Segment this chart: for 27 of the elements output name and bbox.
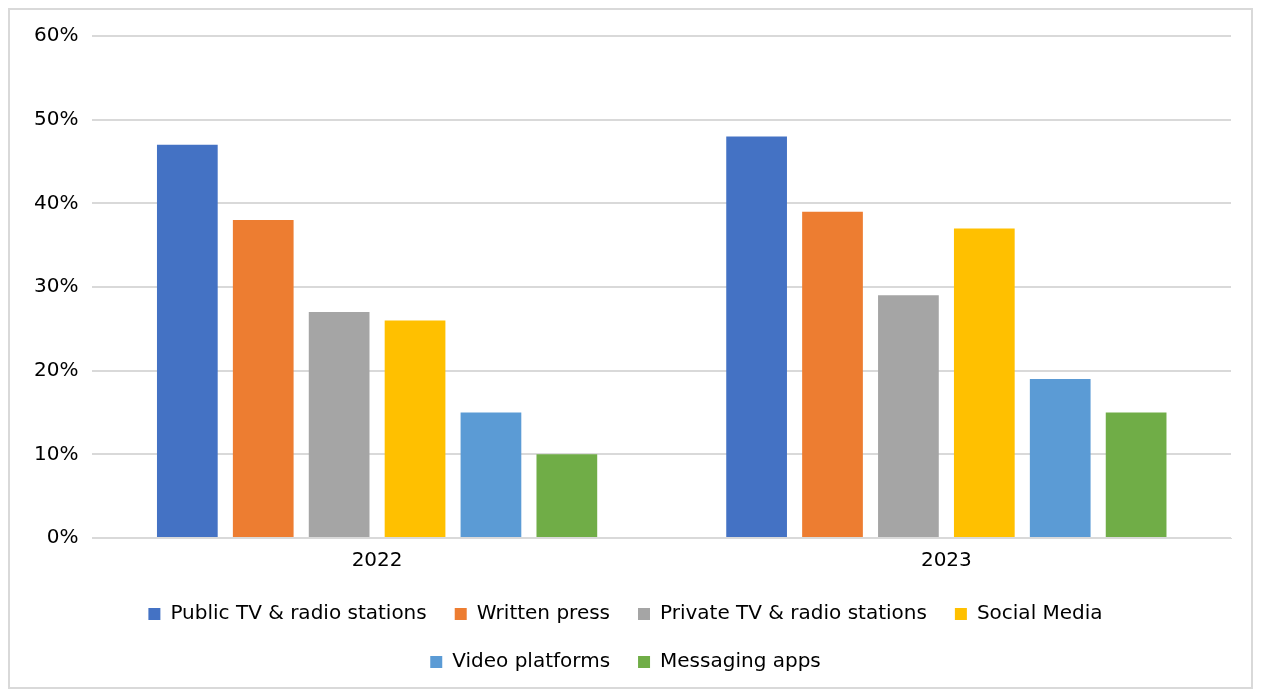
bar xyxy=(802,211,863,537)
x-tick-label: 2023 xyxy=(920,547,972,572)
y-tick-label: 50% xyxy=(34,105,79,130)
legend-label: Written press xyxy=(476,600,611,625)
bar xyxy=(232,220,294,537)
y-tick-label: 30% xyxy=(34,273,79,298)
bar xyxy=(1029,379,1091,537)
bar xyxy=(1105,412,1167,537)
legend-label: Messaging apps xyxy=(660,648,821,673)
legend-label: Public TV & radio stations xyxy=(170,600,427,625)
bar xyxy=(384,320,446,537)
y-tick-label: 10% xyxy=(34,440,79,465)
bar xyxy=(156,144,218,537)
y-tick-label: 0% xyxy=(46,524,79,549)
bar xyxy=(953,228,1015,537)
bar xyxy=(536,454,598,537)
bar xyxy=(460,412,522,537)
y-tick-label: 40% xyxy=(34,189,79,214)
y-tick-label: 20% xyxy=(34,356,79,381)
bar xyxy=(308,312,370,537)
legend-label: Video platforms xyxy=(452,648,611,673)
bar xyxy=(878,295,939,537)
legend-label: Social Media xyxy=(976,600,1103,625)
x-tick-label: 2022 xyxy=(351,547,403,572)
y-tick-label: 60% xyxy=(34,22,79,47)
bar xyxy=(726,136,787,537)
legend-label: Private TV & radio stations xyxy=(660,600,927,625)
